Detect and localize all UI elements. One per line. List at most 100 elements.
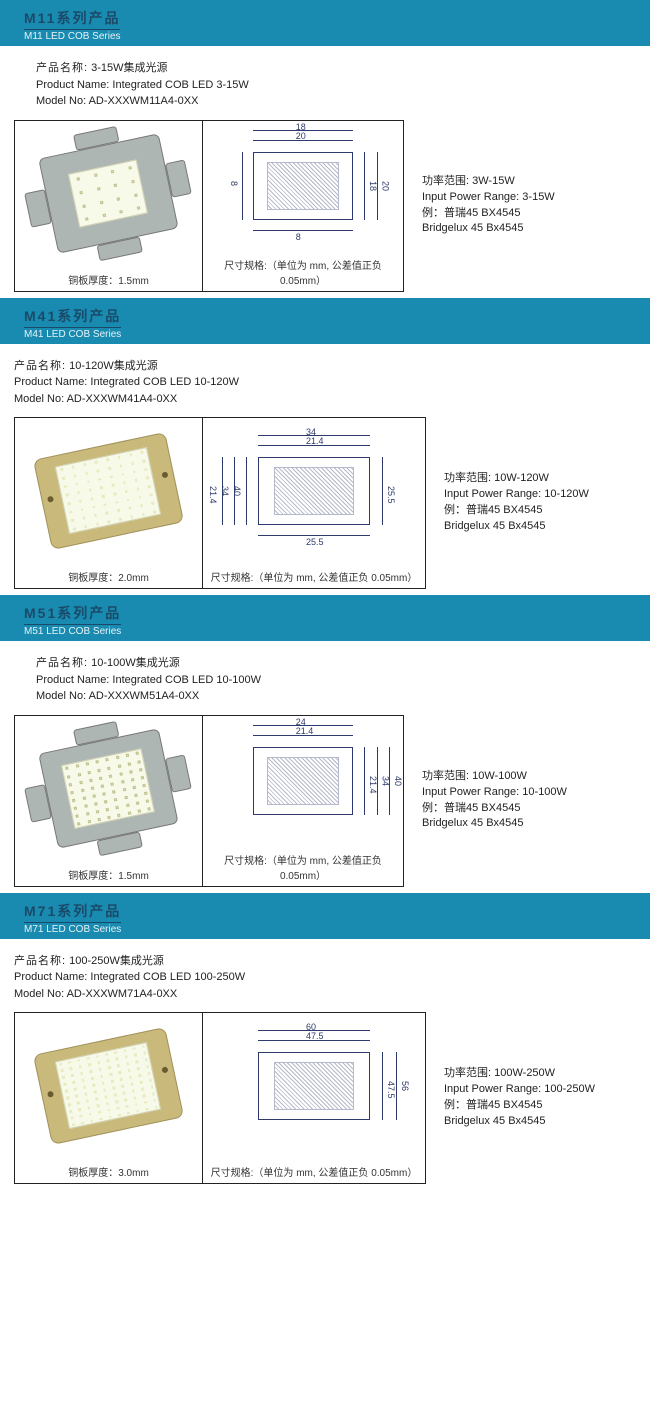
dimension-label: 25.5	[386, 486, 396, 504]
product-meta: 产品名称: 100-250W集成光源Product Name: Integrat…	[0, 939, 650, 1013]
led-photo	[25, 1014, 192, 1157]
spec-value: 10-120W	[541, 488, 589, 500]
meta-value: 3-15W集成光源	[88, 62, 167, 74]
meta-value: AD-XXXWM41A4-0XX	[64, 393, 177, 405]
meta-label: Product Name:	[14, 971, 87, 983]
technical-drawing: 6047.547.556	[214, 1025, 414, 1146]
specs-block: 功率范围: 100W-250W Input Power Range: 100-25…	[426, 1066, 595, 1130]
diagram-box: 铜板厚度：1.5mm1820182088尺寸规格:（单位为 mm, 公差值正负 …	[14, 120, 404, 292]
spec-label: 例：	[444, 504, 466, 516]
meta-value: AD-XXXWM71A4-0XX	[64, 988, 177, 1000]
meta-label: Model No:	[14, 393, 64, 405]
spec-value: 100-250W	[541, 1083, 595, 1095]
meta-label: 产品名称:	[14, 360, 66, 372]
photo-cell: 铜板厚度：3.0mm	[15, 1013, 203, 1183]
dimension-label: 21.4	[306, 436, 324, 446]
spec-label: Input Power Range:	[444, 488, 541, 500]
meta-value: Integrated COB LED 100-250W	[87, 971, 245, 983]
spec-value: 3-15W	[519, 191, 554, 203]
dimension-label: 34	[306, 427, 316, 437]
photo-cell: 铜板厚度：1.5mm	[15, 716, 203, 886]
spec-label: 功率范围:	[444, 1067, 491, 1079]
spec-value: 普瑞45 BX4545	[444, 207, 520, 219]
dimension-label: 60	[306, 1022, 316, 1032]
meta-label: Model No:	[14, 988, 64, 1000]
drawing-caption: 尺寸规格:（单位为 mm, 公差值正负 0.05mm）	[211, 564, 418, 588]
meta-label: Model No:	[36, 690, 86, 702]
spec-value: 10W-100W	[469, 770, 527, 782]
series-code: M71	[24, 903, 57, 919]
series-title: M41系列产品	[24, 306, 121, 328]
spec-value: Bridgelux 45 Bx4545	[444, 1115, 546, 1127]
spec-value: 普瑞45 BX4545	[444, 802, 520, 814]
led-photo	[25, 717, 192, 860]
led-photo	[25, 419, 192, 562]
photo-caption: 铜板厚度：2.0mm	[68, 564, 149, 588]
spec-value: 普瑞45 BX4545	[466, 1099, 542, 1111]
catalog-page: M11系列产品M11 LED COB Series产品名称: 3-15W集成光源…	[0, 0, 650, 1190]
content-row: 铜板厚度：1.5mm 2421.421.43440 尺寸规格:（单位为 mm, 公差…	[0, 715, 650, 893]
spec-value: 100W-250W	[491, 1067, 555, 1079]
specs-block: 功率范围: 10W-120WInput Power Range: 10-120W…	[426, 471, 589, 535]
meta-value: 10-100W集成光源	[88, 657, 180, 669]
series-subtitle: M71 LED COB Series	[24, 924, 650, 935]
spec-label: Input Power Range:	[422, 786, 519, 798]
dimension-label: 47.5	[306, 1031, 324, 1041]
meta-value: Integrated COB LED 3-15W	[109, 79, 248, 91]
dimension-label: 24	[296, 717, 306, 727]
meta-label: Product Name:	[36, 79, 109, 91]
spec-label: Input Power Range:	[444, 1083, 541, 1095]
spec-value: Bridgelux 45 Bx4545	[422, 222, 524, 234]
photo-caption: 铜板厚度：1.5mm	[68, 862, 149, 886]
spec-label: 功率范围:	[444, 472, 491, 484]
spec-label: 例：	[444, 1099, 466, 1111]
dimension-label: 56	[400, 1081, 410, 1091]
photo-caption: 铜板厚度：3.0mm	[68, 1159, 149, 1183]
technical-drawing: 1820182088	[213, 125, 393, 246]
dimension-label: 47.5	[386, 1081, 396, 1099]
meta-value: AD-XXXWM51A4-0XX	[86, 690, 199, 702]
dimension-label: 21.4	[296, 726, 314, 736]
content-row: 铜板厚度：1.5mm1820182088尺寸规格:（单位为 mm, 公差值正负 …	[0, 120, 650, 298]
photo-cell: 铜板厚度：2.0mm	[15, 418, 203, 588]
spec-value: 3W-15W	[469, 175, 515, 187]
series-suffix: 系列产品	[57, 308, 121, 324]
series-banner: M11系列产品 M11 LED COB Series	[0, 0, 650, 46]
series-suffix: 系列产品	[57, 903, 121, 919]
technical-drawing: 3421.425.5403421.425.5	[214, 430, 414, 551]
series-code: M41	[24, 308, 57, 324]
drawing-cell: 6047.547.556尺寸规格:（单位为 mm, 公差值正负 0.05mm）	[203, 1013, 425, 1183]
series-banner: M51系列产品M51 LED COB Series	[0, 595, 650, 641]
series-code: M51	[24, 605, 57, 621]
content-row: 铜板厚度：2.0mm3421.425.5403421.425.5尺寸规格:（单位…	[0, 417, 650, 595]
dimension-label: 8	[296, 232, 301, 242]
series-code: M11	[24, 10, 56, 26]
spec-label: Input Power Range:	[422, 191, 519, 203]
dimension-label: 25.5	[306, 537, 324, 547]
drawing-cell: 3421.425.5403421.425.5尺寸规格:（单位为 mm, 公差值正…	[203, 418, 425, 588]
drawing-caption: 尺寸规格:（单位为 mm, 公差值正负 0.05mm）	[203, 847, 403, 886]
meta-label: 产品名称:	[36, 62, 88, 74]
content-row: 铜板厚度：3.0mm6047.547.556尺寸规格:（单位为 mm, 公差值正…	[0, 1012, 650, 1190]
meta-label: Product Name:	[36, 674, 109, 686]
meta-value: AD-XXXWM11A4-0XX	[86, 95, 198, 107]
technical-drawing: 2421.421.43440	[213, 720, 393, 841]
series-subtitle: M11 LED COB Series	[24, 31, 650, 42]
spec-value: Bridgelux 45 Bx4545	[422, 817, 524, 829]
series-title: M51系列产品	[24, 603, 121, 625]
dimension-label: 20	[296, 131, 306, 141]
series-suffix: 系列产品	[56, 10, 120, 26]
series-suffix: 系列产品	[57, 605, 121, 621]
spec-label: 功率范围:	[422, 175, 469, 187]
series-banner: M41系列产品M41 LED COB Series	[0, 298, 650, 344]
spec-label: 例：	[422, 802, 444, 814]
specs-block: 功率范围: 10W-100WInput Power Range: 10-100W…	[404, 769, 567, 833]
meta-value: 100-250W集成光源	[66, 955, 164, 967]
drawing-cell: 2421.421.43440 尺寸规格:（单位为 mm, 公差值正负 0.05mm…	[203, 716, 403, 886]
spec-value: Bridgelux 45 Bx4545	[444, 520, 546, 532]
series-subtitle: M51 LED COB Series	[24, 626, 650, 637]
dimension-label: 40	[393, 776, 403, 786]
meta-label: Model No:	[36, 95, 86, 107]
series-banner: M71系列产品 M71 LED COB Series	[0, 893, 650, 939]
drawing-caption: 尺寸规格:（单位为 mm, 公差值正负 0.05mm）	[211, 1159, 418, 1183]
